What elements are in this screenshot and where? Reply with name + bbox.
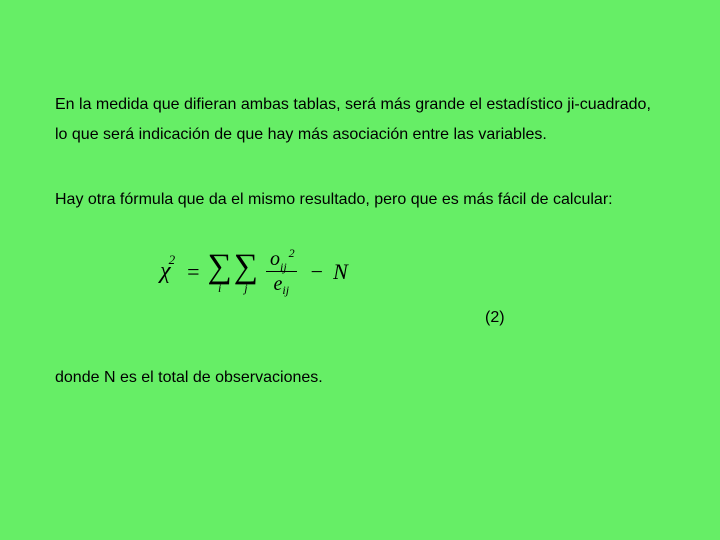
denominator: eij: [270, 272, 294, 294]
formula-block: χ2 = ∑ i ∑ j oij2 eij − N: [55, 249, 665, 295]
chi-square-formula: χ2 = ∑ i ∑ j oij2 eij − N: [160, 249, 348, 295]
sum-over-j: ∑ j: [234, 250, 258, 294]
sum-over-i: ∑ i: [207, 250, 231, 294]
chi-symbol: χ2: [160, 249, 177, 295]
paragraph-3: donde N es el total de observaciones.: [55, 363, 665, 393]
minus-sign: −: [311, 251, 323, 293]
fraction: oij2 eij: [266, 249, 297, 294]
equation-number: (2): [55, 303, 665, 333]
paragraph-1: En la medida que difieran ambas tablas, …: [55, 90, 665, 151]
numerator: oij2: [266, 249, 297, 272]
n-variable: N: [333, 251, 348, 293]
equals-sign: =: [187, 251, 199, 293]
paragraph-2: Hay otra fórmula que da el mismo resulta…: [55, 185, 665, 215]
